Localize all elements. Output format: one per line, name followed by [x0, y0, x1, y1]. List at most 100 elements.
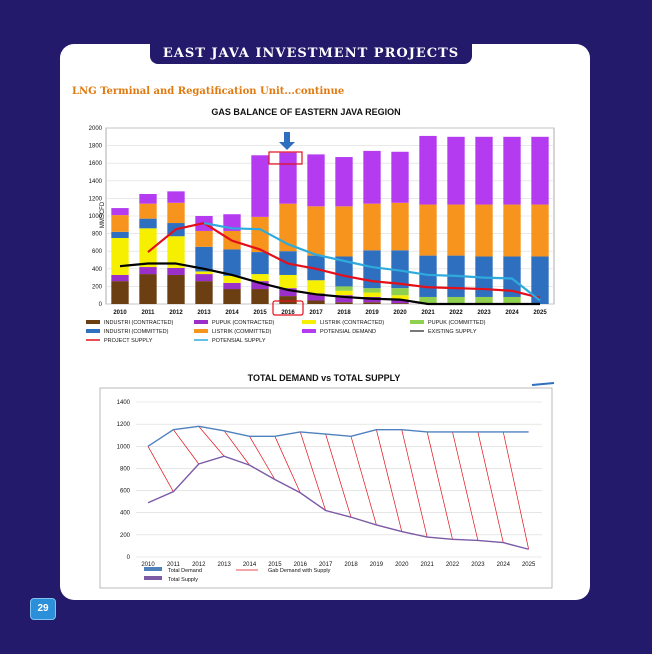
chart1-bar-segment [363, 302, 381, 304]
chart2-gap-line [376, 429, 403, 532]
chart2-xtick-label: 2018 [344, 562, 358, 568]
chart1-legend-label: PUPUK (COMMITTED) [428, 320, 486, 326]
chart1-bar-segment [167, 267, 185, 275]
chart1-bar-segment [167, 191, 185, 203]
chart1-title: GAS BALANCE OF EASTERN JAVA REGION [211, 107, 400, 117]
chart1-ytick-label: 800 [92, 232, 103, 238]
chart2-gap-line [452, 431, 479, 541]
chart2-ytick-label: 1400 [117, 400, 131, 406]
chart1-bar-segment [251, 216, 269, 253]
chart1-bar-segment [195, 246, 213, 272]
chart2-xtick-label: 2021 [420, 562, 434, 568]
chart1-bar-segment [335, 157, 353, 207]
chart1-bar-segment [391, 295, 409, 300]
chart2-gap-line [147, 446, 174, 492]
chart1-xtick-label: 2015 [253, 310, 267, 316]
chart2-gap-line [401, 429, 428, 538]
chart1-series-line [147, 221, 541, 299]
chart1-bar-segment [279, 152, 297, 204]
chart1-bar-segment [251, 252, 269, 275]
chart1-xtick-label: 2024 [505, 310, 519, 316]
chart1-bar-segment [307, 293, 325, 301]
chart1-bar-segment [139, 274, 157, 304]
chart1-bar-segment [195, 271, 213, 275]
chart2-legend-swatch [144, 567, 162, 571]
chart1-bar-segment [111, 238, 129, 275]
chart1-xtick-label: 2019 [365, 310, 379, 316]
chart1-legend-label: LISTRIK (CONTRACTED) [320, 320, 384, 326]
chart2-xtick-label: 2012 [192, 562, 206, 568]
chart2-legend-label: Total Demand [168, 568, 202, 574]
chart1-bar-segment [391, 151, 409, 203]
chart1-bar-segment [503, 204, 521, 257]
chart1-bar-segment [279, 288, 297, 297]
chart1-bar-segment [363, 150, 381, 204]
chart1-bar-segment [279, 296, 297, 304]
chart1-bar-segment [335, 290, 353, 296]
chart1-bar-segment [391, 202, 409, 251]
chart1-bar-segment [307, 154, 325, 207]
chart1-bar-segment [139, 267, 157, 275]
demand-supply-chart: TOTAL DEMAND vs TOTAL SUPPLY 2010 2011 201… [99, 373, 555, 589]
chart1-bar-segment [195, 230, 213, 247]
chart1-bar-segment [363, 288, 381, 293]
chart1-legend-swatch [302, 329, 316, 333]
chart1-series-line [119, 262, 540, 306]
chart1-xtick-label: 2021 [421, 310, 435, 316]
section-subtitle: LNG Terminal and Regatification Unit...c… [72, 86, 345, 97]
chart2-xtick-label: 2022 [446, 562, 460, 568]
chart2-legend-label: Total Supply [168, 577, 198, 583]
chart1-ytick-label: 1000 [89, 214, 103, 220]
chart1-bar-segment [279, 274, 297, 289]
chart1-bar-segment [363, 292, 381, 297]
chart1-bar-segment [531, 204, 549, 257]
chart1-ytick-label: 600 [92, 249, 103, 255]
chart1-xtick-label: 2011 [141, 310, 155, 316]
chart2-gap-line [477, 431, 504, 543]
chart1-legend-swatch [302, 320, 316, 324]
chart2-ytick-label: 800 [120, 466, 131, 472]
chart2-series-line [147, 425, 529, 447]
chart1-bar-segment [307, 206, 325, 256]
chart1-legend-swatch [86, 320, 100, 324]
chart2-xtick-label: 2017 [319, 562, 333, 568]
chart1-xtick-label: 2018 [337, 310, 351, 316]
chart1-ytick-label: 0 [99, 302, 103, 308]
page-banner: EAST JAVA INVESTMENT PROJECTS [150, 44, 472, 64]
chart2-gap-line [350, 436, 377, 525]
chart1-bar-segment [167, 274, 185, 304]
chart2-ytick-label: 0 [127, 555, 131, 561]
chart1-ytick-label: 1600 [89, 161, 103, 167]
chart1-xtick-label: 2013 [197, 310, 211, 316]
gas-balance-chart: GAS BALANCE OF EASTERN JAVA REGION MMSCF… [86, 107, 555, 344]
top-band [0, 0, 652, 44]
chart1-bar-segment [503, 136, 521, 205]
chart2-gap-line [198, 426, 225, 457]
chart1-xtick-label: 2025 [533, 310, 547, 316]
chart1-legend-label: INDUSTRI (CONTRACTED) [104, 320, 174, 326]
chart1-bar-segment [139, 228, 157, 268]
chart1-bar-segment [419, 255, 437, 297]
chart2-gap-line [502, 431, 529, 550]
chart1-bar-segment [139, 194, 157, 204]
chart1-bar-segment [503, 256, 521, 297]
chart2-ytick-label: 1200 [117, 422, 131, 428]
chart2-xtick-label: 2013 [217, 562, 231, 568]
chart2-legend-swatch [144, 576, 162, 580]
chart2-gap-line [223, 430, 250, 466]
chart2-ytick-label: 1000 [117, 444, 131, 450]
chart2-accent-mark [531, 382, 555, 386]
chart2-xtick-label: 2014 [243, 562, 257, 568]
chart1-bar-segment [111, 274, 129, 282]
chart1-ytick-label: 200 [92, 284, 103, 290]
chart1-bar-segment [223, 249, 241, 276]
chart1-bar-segment [111, 215, 129, 232]
chart2-xtick-label: 2016 [294, 562, 308, 568]
chart2-xtick-label: 2024 [497, 562, 511, 568]
chart1-legend-swatch [194, 329, 208, 333]
chart1-bar-segment [447, 204, 465, 256]
chart1-bar-segment [307, 280, 325, 294]
chart1-bar-segment [335, 206, 353, 257]
chart1-legend-label: PUPUK (CONTRACTED) [212, 320, 275, 326]
chart1-bar-segment [391, 299, 409, 304]
